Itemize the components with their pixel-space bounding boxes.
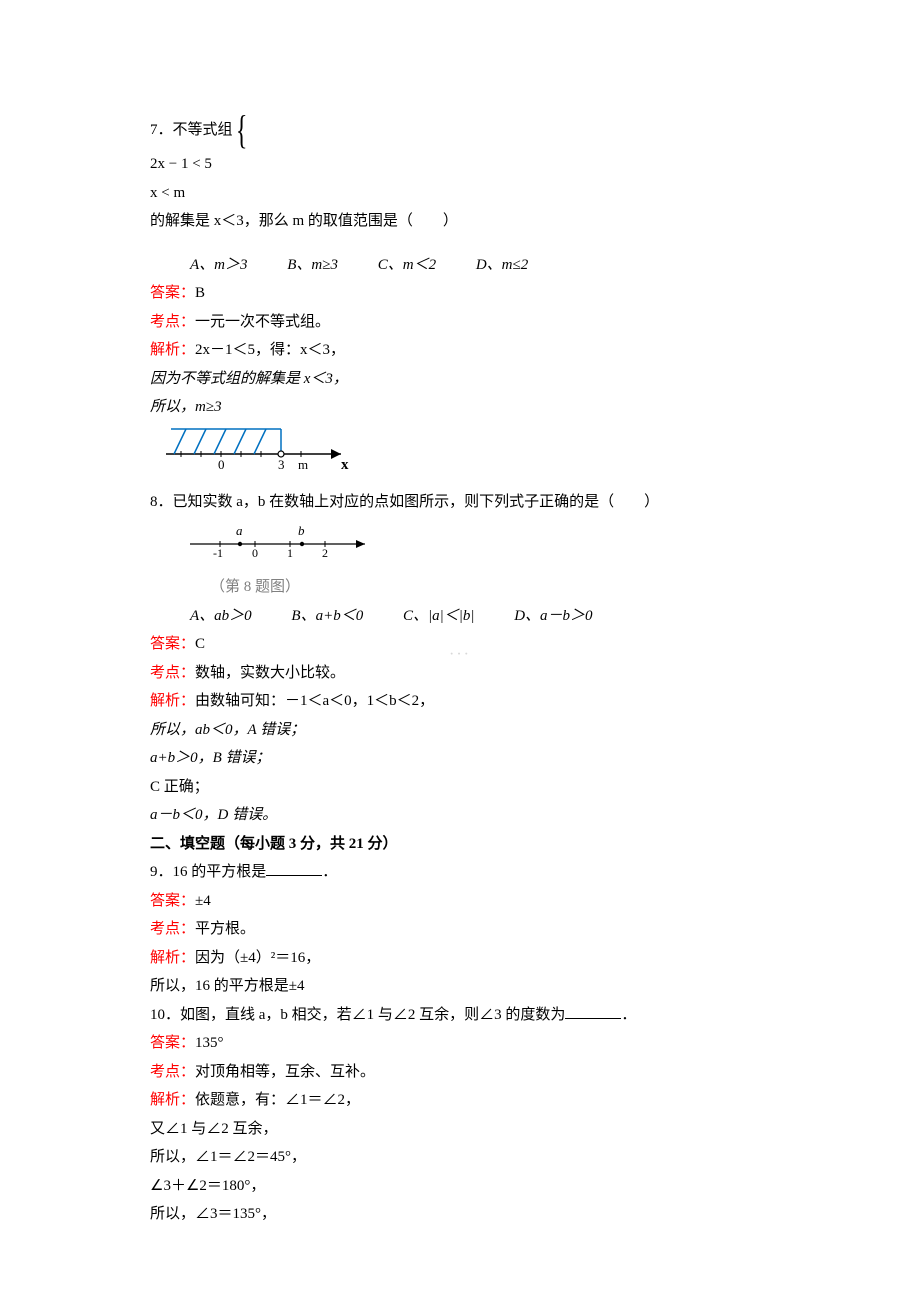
q8-figure: -1 0 1 2 a b bbox=[180, 519, 770, 570]
q7-options: A、m＞3 B、m≥3 C、m＜2 D、m≤2 bbox=[150, 251, 770, 280]
q8-jiexi-3: a+b＞0，B 错误； bbox=[150, 744, 770, 773]
q7-ans: B bbox=[195, 285, 205, 301]
q9-ans: ±4 bbox=[195, 893, 211, 909]
page: 7．不等式组 { 2x − 1 < 5 x < m 的解集是 x＜3，那么 m … bbox=[0, 0, 920, 1302]
answer-label: 答案： bbox=[150, 285, 195, 301]
q7-kp: 一元一次不等式组。 bbox=[195, 314, 330, 330]
q9-stem-pre: 9．16 的平方根是 bbox=[150, 864, 266, 880]
q7-jiexi-2: 因为不等式组的解集是 x＜3， bbox=[150, 365, 770, 394]
q9-jiexi-1: 解析：因为（±4）²＝16， bbox=[150, 944, 770, 973]
q8-optC: C、|a|＜|b| bbox=[403, 602, 475, 631]
q9-jx1: 因为（±4）²＝16， bbox=[195, 950, 320, 966]
q7-jiexi-3: 所以，m≥3 bbox=[150, 393, 770, 422]
svg-text:a: a bbox=[236, 523, 243, 538]
q7-optC: C、m＜2 bbox=[378, 251, 436, 280]
section2-title: 二、填空题（每小题 3 分，共 21 分） bbox=[150, 830, 770, 859]
q9-kaodian: 考点：平方根。 bbox=[150, 915, 770, 944]
q8-caption: （第 8 题图） bbox=[210, 573, 770, 602]
jiexi-label: 解析： bbox=[150, 693, 195, 709]
q7-fig-x: x bbox=[341, 457, 349, 473]
svg-text:b: b bbox=[298, 523, 305, 538]
q7-fig-3: 3 bbox=[278, 457, 285, 472]
q7-lead: 7．不等式组 bbox=[150, 116, 233, 145]
q8-jx1: 由数轴可知：－1＜a＜0，1＜b＜2， bbox=[195, 693, 434, 709]
q7-optD: D、m≤2 bbox=[476, 251, 528, 280]
q7-sys-bot: x < m bbox=[150, 179, 770, 208]
q10-stem: 10．如图，直线 a，b 相交，若∠1 与∠2 互余，则∠3 的度数为 ． bbox=[150, 1001, 770, 1030]
svg-text:1: 1 bbox=[287, 546, 293, 559]
q10-jiexi-2: 又∠1 与∠2 互余， bbox=[150, 1115, 770, 1144]
svg-text:-1: -1 bbox=[213, 546, 223, 559]
q8-kaodian: 考点：数轴，实数大小比较。 bbox=[150, 659, 770, 688]
q8-jiexi-2: 所以，ab＜0，A 错误； bbox=[150, 716, 770, 745]
q9-jiexi-2: 所以，16 的平方根是±4 bbox=[150, 972, 770, 1001]
answer-label: 答案： bbox=[150, 1035, 195, 1051]
q10-kaodian: 考点：对顶角相等，互余、互补。 bbox=[150, 1058, 770, 1087]
kaodian-label: 考点： bbox=[150, 314, 195, 330]
q10-jiexi-3: 所以，∠1＝∠2＝45°， bbox=[150, 1143, 770, 1172]
q7-tail: 的解集是 x＜3，那么 m 的取值范围是（ ） bbox=[150, 213, 458, 229]
q8-stem: 8．已知实数 a，b 在数轴上对应的点如图所示，则下列式子正确的是（ ） bbox=[150, 488, 770, 517]
q10-stem-post: ． bbox=[621, 1007, 636, 1023]
q10-ans: 135° bbox=[195, 1035, 224, 1051]
q10-kp: 对顶角相等，互余、互补。 bbox=[195, 1064, 375, 1080]
q10-jiexi-1: 解析：依题意，有：∠1＝∠2， bbox=[150, 1086, 770, 1115]
q8-optA: A、ab＞0 bbox=[190, 602, 252, 631]
blank-icon bbox=[266, 860, 322, 876]
q7-jiexi-1: 解析：2x－1＜5，得：x＜3， bbox=[150, 336, 770, 365]
answer-label: 答案： bbox=[150, 893, 195, 909]
q8-answer: 答案：C bbox=[150, 630, 770, 659]
q7-kaodian: 考点：一元一次不等式组。 bbox=[150, 308, 770, 337]
q7-answer: 答案：B bbox=[150, 279, 770, 308]
q7-jx1: 2x－1＜5，得：x＜3， bbox=[195, 342, 345, 358]
q9-stem: 9．16 的平方根是 ． bbox=[150, 858, 770, 887]
answer-label: 答案： bbox=[150, 636, 195, 652]
q9-stem-post: ． bbox=[322, 864, 337, 880]
q8-optD: D、a－b＞0 bbox=[514, 602, 592, 631]
kaodian-label: 考点： bbox=[150, 665, 195, 681]
q7-figure: 0 3 m x bbox=[156, 424, 770, 485]
svg-text:2: 2 bbox=[322, 546, 328, 559]
blank-icon bbox=[565, 1003, 621, 1019]
q8-jiexi-5: a－b＜0，D 错误。 bbox=[150, 801, 770, 830]
q8-jiexi-4: C 正确； bbox=[150, 773, 770, 802]
q8-options: A、ab＞0 B、a+b＜0 C、|a|＜|b| D、a－b＞0 bbox=[150, 602, 770, 631]
q9-kp: 平方根。 bbox=[195, 921, 255, 937]
kaodian-label: 考点： bbox=[150, 1064, 195, 1080]
q8-ans: C bbox=[195, 636, 205, 652]
q10-jx1: 依题意，有：∠1＝∠2， bbox=[195, 1092, 360, 1108]
q8-jiexi-1: 解析：由数轴可知：－1＜a＜0，1＜b＜2， bbox=[150, 687, 770, 716]
q8-optB: B、a+b＜0 bbox=[291, 602, 363, 631]
q7-optB: B、m≥3 bbox=[287, 251, 338, 280]
svg-text:0: 0 bbox=[252, 546, 258, 559]
q7-fig-0: 0 bbox=[218, 457, 225, 472]
q7-optA: A、m＞3 bbox=[190, 251, 248, 280]
jiexi-label: 解析： bbox=[150, 1092, 195, 1108]
q7-fig-m: m bbox=[298, 457, 308, 472]
jiexi-label: 解析： bbox=[150, 950, 195, 966]
q10-jiexi-5: 所以，∠3＝135°， bbox=[150, 1200, 770, 1229]
q10-jiexi-4: ∠3＋∠2＝180°， bbox=[150, 1172, 770, 1201]
q7-stem: 7．不等式组 { bbox=[150, 110, 770, 150]
q9-answer: 答案：±4 bbox=[150, 887, 770, 916]
q10-stem-pre: 10．如图，直线 a，b 相交，若∠1 与∠2 互余，则∠3 的度数为 bbox=[150, 1007, 565, 1023]
q8-kp: 数轴，实数大小比较。 bbox=[195, 665, 345, 681]
jiexi-label: 解析： bbox=[150, 342, 195, 358]
q10-answer: 答案：135° bbox=[150, 1029, 770, 1058]
q7-sys-top: 2x − 1 < 5 bbox=[150, 150, 770, 179]
kaodian-label: 考点： bbox=[150, 921, 195, 937]
brace-icon: { bbox=[236, 110, 248, 150]
